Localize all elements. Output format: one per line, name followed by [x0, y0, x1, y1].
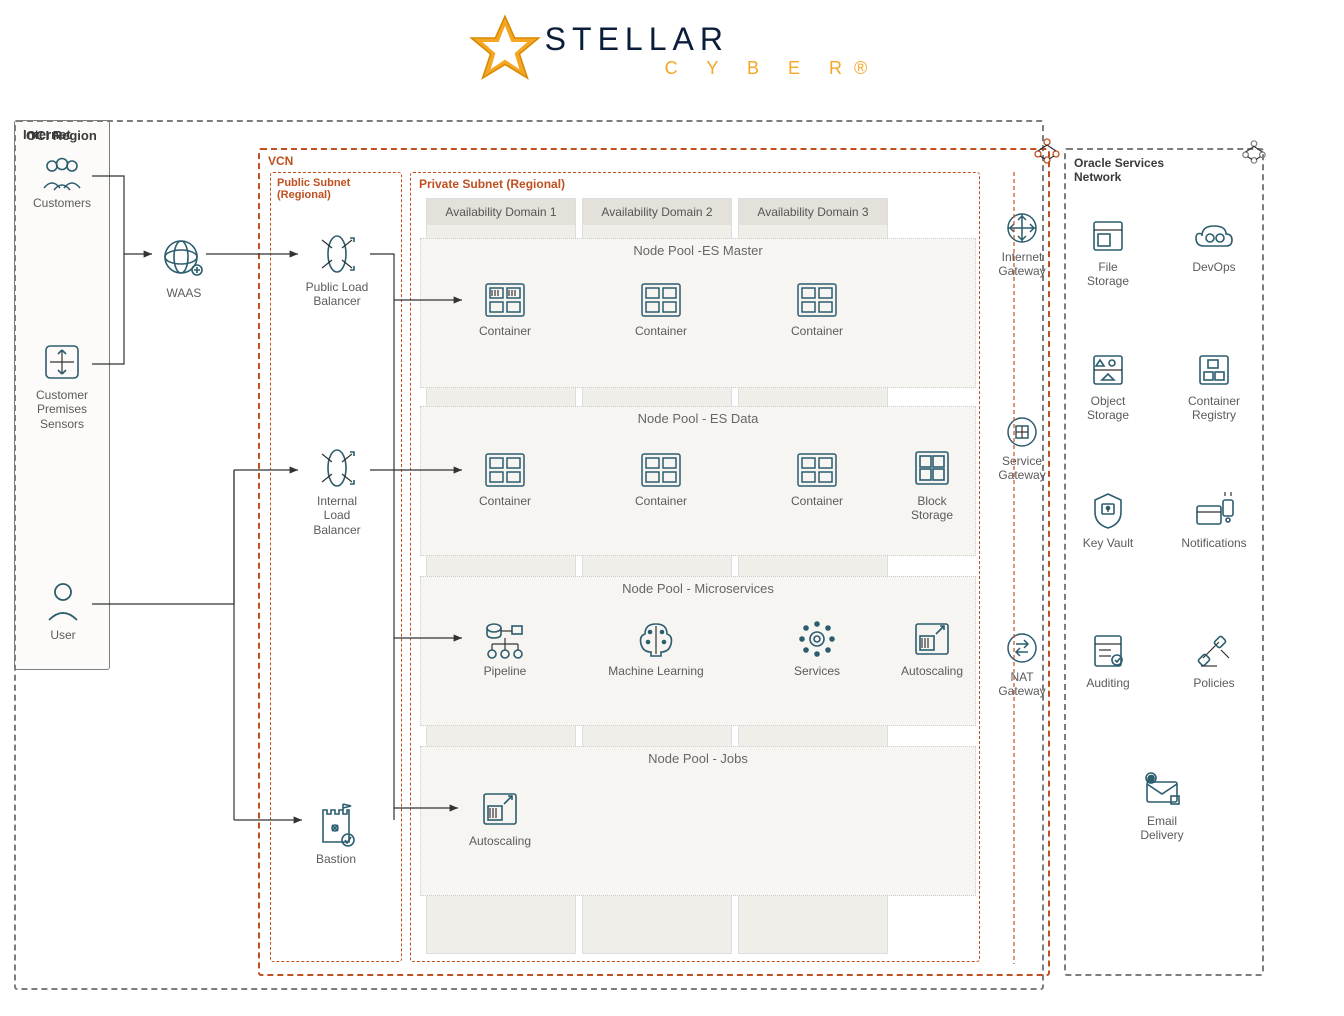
- object-storage-icon: Object Storage: [1078, 350, 1138, 423]
- container-registry-icon: Container Registry: [1180, 350, 1248, 423]
- container-m1: Container: [470, 280, 540, 338]
- logo-star-icon: [465, 10, 545, 90]
- file-storage-icon: File Storage: [1078, 216, 1138, 289]
- logo-brand-top: STELLAR: [545, 21, 880, 58]
- vcn-icon: [1032, 136, 1062, 166]
- policies-icon: Policies: [1184, 630, 1244, 690]
- service-gw-icon: Service Gateway: [994, 414, 1050, 483]
- architecture-diagram: Internet OCI Region VCN Public Subnet (R…: [14, 120, 1274, 1000]
- customers-icon: Customers: [32, 156, 92, 210]
- container-m2: Container: [626, 280, 696, 338]
- bastion-icon: Bastion: [306, 800, 366, 866]
- logo-brand-bot: C Y B E R®: [665, 58, 880, 79]
- cpe-icon: Customer Premises Sensors: [32, 340, 92, 431]
- email-delivery-icon: @ Email Delivery: [1128, 770, 1196, 843]
- ml-icon: Machine Learning: [606, 618, 706, 678]
- container-d1: Container: [470, 450, 540, 508]
- pool-micro-title: Node Pool - Microservices: [421, 577, 975, 600]
- user-icon: User: [38, 580, 88, 642]
- nat-gw-icon: NAT Gateway: [994, 630, 1050, 699]
- devops-icon: DevOps: [1184, 216, 1244, 274]
- auditing-icon: Auditing: [1076, 630, 1140, 690]
- ad2-header: Availability Domain 2: [583, 199, 731, 225]
- public-lb-icon: Public Load Balancer: [302, 232, 372, 309]
- osn-title: Oracle Services Network: [1066, 150, 1196, 190]
- waas-icon: WAAS: [154, 232, 214, 300]
- autoscaling-micro-icon: Autoscaling: [894, 618, 970, 678]
- autoscaling-jobs-icon: Autoscaling: [462, 788, 538, 848]
- internet-gw-icon: Internet Gateway: [994, 210, 1050, 279]
- pool-jobs-title: Node Pool - Jobs: [421, 747, 975, 770]
- internal-lb-icon: Internal Load Balancer: [302, 446, 372, 537]
- pool-data-title: Node Pool - ES Data: [421, 407, 975, 430]
- public-subnet-title: Public Subnet (Regional): [271, 173, 401, 205]
- vcn-title: VCN: [260, 150, 1048, 172]
- container-m3: Container: [782, 280, 852, 338]
- block-storage-icon: Block Storage: [902, 446, 962, 523]
- private-subnet-title: Private Subnet (Regional): [411, 173, 979, 195]
- container-d2: Container: [626, 450, 696, 508]
- notifications-icon: Notifications: [1176, 490, 1252, 550]
- services-icon: Services: [782, 618, 852, 678]
- key-vault-icon: Key Vault: [1076, 490, 1140, 550]
- ad1-header: Availability Domain 1: [427, 199, 575, 225]
- ad3-header: Availability Domain 3: [739, 199, 887, 225]
- pipeline-icon: Pipeline: [470, 618, 540, 678]
- oci-title: OCI Region: [16, 122, 1042, 149]
- logo: STELLAR C Y B E R®: [0, 0, 1344, 110]
- pool-master-title: Node Pool -ES Master: [421, 239, 975, 262]
- svg-text:@: @: [1147, 776, 1154, 783]
- container-d3: Container: [782, 450, 852, 508]
- osn-icon: [1240, 138, 1268, 166]
